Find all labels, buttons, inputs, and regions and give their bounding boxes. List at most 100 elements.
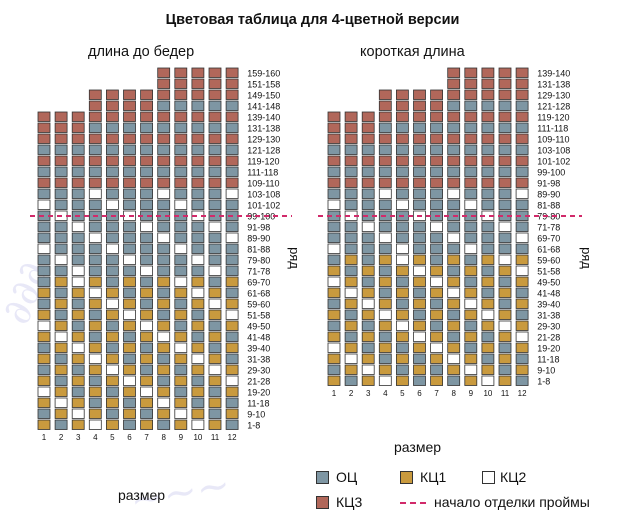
right-cell — [378, 232, 392, 243]
left-cell — [225, 298, 239, 309]
left-cell — [225, 375, 239, 386]
left-cell — [208, 199, 222, 210]
right-cell — [327, 199, 341, 210]
left-cell — [174, 342, 188, 353]
right-cell — [498, 111, 512, 122]
left-cell — [71, 144, 85, 155]
left-cell — [37, 298, 51, 309]
left-cell — [208, 232, 222, 243]
right-cell — [378, 199, 392, 210]
left-cell — [208, 111, 222, 122]
left-cell — [191, 177, 205, 188]
right-cell — [327, 133, 341, 144]
right-cell — [413, 254, 426, 265]
right-cell — [464, 89, 478, 100]
right-cell — [498, 342, 512, 353]
left-cell — [123, 320, 136, 331]
left-cell — [174, 309, 188, 320]
right-cell — [464, 100, 478, 111]
right-size-label: 12 — [518, 389, 527, 398]
right-cell — [378, 133, 392, 144]
right-cell — [464, 243, 478, 254]
right-cell — [327, 265, 341, 276]
right-cell — [481, 298, 495, 309]
right-cell — [378, 243, 392, 254]
left-cell — [140, 89, 154, 100]
left-cell — [106, 309, 119, 320]
right-size-label: 1 — [332, 389, 337, 398]
right-cell — [481, 133, 495, 144]
right-cell — [378, 221, 392, 232]
legend-swatch-kc3 — [316, 496, 329, 509]
left-cell — [191, 111, 205, 122]
left-cell — [140, 408, 154, 419]
left-cell — [208, 408, 222, 419]
right-row-label: 59-60 — [537, 256, 560, 266]
right-cell — [498, 265, 512, 276]
left-cell — [174, 276, 188, 287]
legend-label-armhole: начало отделки проймы — [434, 494, 590, 510]
right-cell — [344, 221, 358, 232]
left-cell — [54, 111, 68, 122]
left-row-axis-label: ряд — [287, 247, 302, 269]
right-cell — [395, 111, 409, 122]
left-cell — [37, 166, 51, 177]
right-size-axis-label: размер — [394, 439, 441, 455]
left-cell — [174, 78, 188, 89]
left-cell — [54, 177, 68, 188]
right-cell — [481, 276, 495, 287]
right-cell — [344, 353, 358, 364]
right-cell — [413, 232, 426, 243]
left-cell — [157, 199, 171, 210]
left-cell — [106, 199, 119, 210]
right-cell — [395, 122, 409, 133]
left-cell — [140, 419, 154, 430]
left-cell — [123, 364, 136, 375]
left-cell — [225, 177, 239, 188]
left-row-label: 91-98 — [247, 223, 270, 233]
left-cell — [106, 364, 119, 375]
left-size-label: 7 — [144, 433, 149, 442]
left-cell — [71, 287, 85, 298]
right-cell — [395, 254, 409, 265]
left-cell — [88, 188, 102, 199]
left-cell — [191, 89, 205, 100]
right-cell — [498, 144, 512, 155]
right-cell — [430, 111, 444, 122]
left-cell — [123, 100, 136, 111]
right-cell — [361, 133, 375, 144]
right-cell — [413, 221, 426, 232]
right-cell — [481, 199, 495, 210]
right-cell — [344, 309, 358, 320]
left-cell — [225, 386, 239, 397]
left-cell — [208, 188, 222, 199]
left-cell — [208, 265, 222, 276]
left-size-label: 3 — [76, 433, 81, 442]
left-cell — [140, 353, 154, 364]
left-size-label: 9 — [179, 433, 184, 442]
right-cell — [361, 243, 375, 254]
left-cell — [106, 221, 119, 232]
left-cell — [140, 331, 154, 342]
left-cell — [54, 221, 68, 232]
right-cell — [327, 155, 341, 166]
left-cell — [140, 265, 154, 276]
left-cell — [174, 111, 188, 122]
left-cell — [123, 155, 136, 166]
right-cell — [430, 155, 444, 166]
right-cell — [361, 331, 375, 342]
left-cell — [106, 386, 119, 397]
right-cell — [327, 111, 341, 122]
right-row-label: 51-58 — [537, 267, 560, 277]
right-cell — [447, 155, 461, 166]
right-cell — [344, 320, 358, 331]
right-cell — [395, 375, 409, 386]
left-cell — [88, 353, 102, 364]
left-cell — [106, 232, 119, 243]
right-cell — [327, 254, 341, 265]
right-row-label: 69-70 — [537, 234, 560, 244]
left-cell — [71, 298, 85, 309]
left-cell — [157, 408, 171, 419]
right-cell — [344, 331, 358, 342]
right-row-label: 99-100 — [537, 168, 565, 178]
